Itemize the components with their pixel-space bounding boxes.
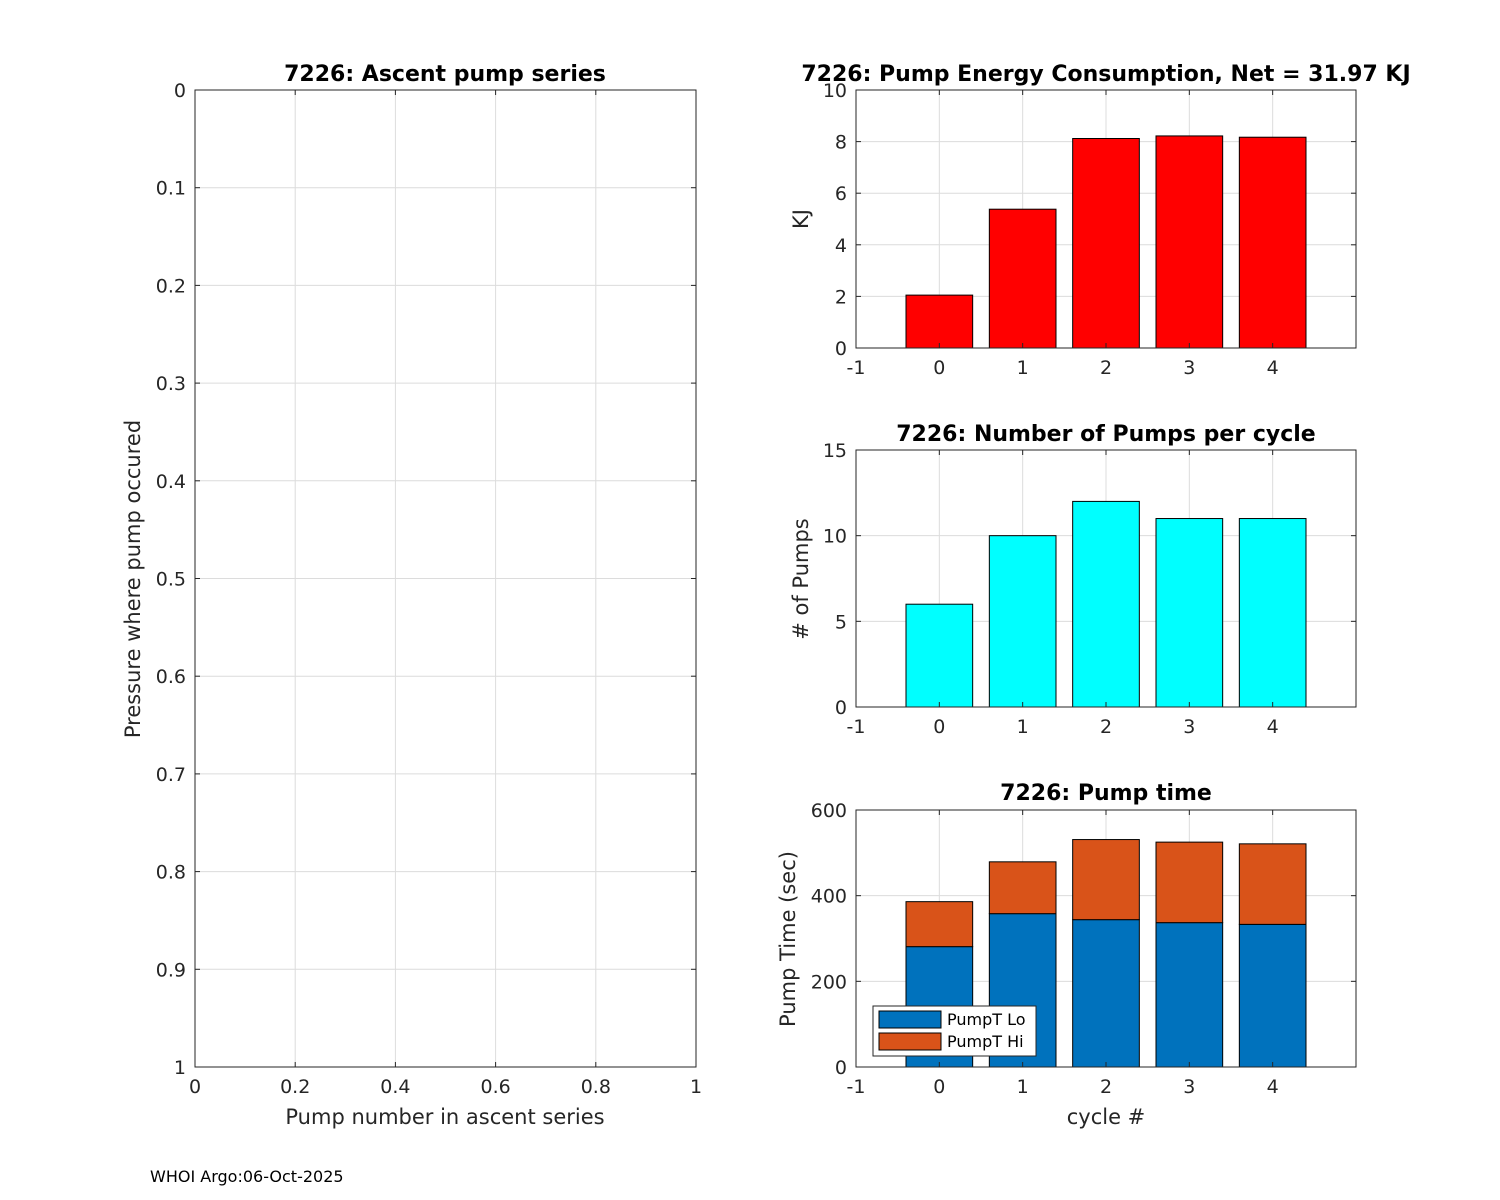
- bar-cycle-0: [906, 604, 973, 707]
- bar-cycle-2: [1073, 139, 1140, 348]
- y-tick-label: 4: [835, 235, 847, 257]
- y-tick-label: 0.4: [156, 471, 186, 493]
- x-tick-label: 3: [1183, 716, 1195, 738]
- bar-pumpt-hi-cycle-0: [906, 902, 973, 947]
- x-tick-label: 0: [933, 716, 945, 738]
- y-tick-label: 0.8: [156, 862, 186, 884]
- legend-label-lo: PumpT Lo: [947, 1010, 1026, 1029]
- pump-time-chart-xlabel: cycle #: [1067, 1105, 1146, 1129]
- bar-cycle-1: [989, 536, 1056, 707]
- bar-pumpt-lo-cycle-2: [1073, 920, 1140, 1067]
- x-tick-label: -1: [847, 1076, 866, 1098]
- figure: 0 0.2 0.4 0.6 0.8 100.10.20.30.40.50.60.70.80…: [0, 0, 1500, 1200]
- y-tick-label: 600: [811, 800, 847, 822]
- y-tick-label: 0: [835, 697, 847, 719]
- energy-chart-title: 7226: Pump Energy Consumption, Net = 31.…: [801, 62, 1410, 87]
- x-tick-label: 3: [1183, 1076, 1195, 1098]
- x-tick-label: 2: [1100, 716, 1112, 738]
- pump-time-legend: PumpT Lo PumpT Hi: [873, 1006, 1036, 1056]
- y-tick-label: 200: [811, 971, 847, 993]
- bar-pumpt-lo-cycle-4: [1239, 924, 1306, 1067]
- pump-time-chart-title: 7226: Pump time: [1000, 781, 1212, 806]
- y-tick-label: 0.1: [156, 178, 186, 200]
- y-tick-label: 6: [835, 183, 847, 205]
- pump-time-chart-ylabel: Pump Time (sec): [776, 851, 800, 1027]
- x-tick-label: -1: [847, 716, 866, 738]
- y-tick-label: 0.5: [156, 569, 186, 591]
- footer-stamp: WHOI Argo:06-Oct-2025: [150, 1167, 344, 1186]
- legend-swatch-hi: [879, 1033, 941, 1050]
- pump-count-chart-title: 7226: Number of Pumps per cycle: [896, 422, 1315, 447]
- x-tick-label: 1: [1017, 716, 1029, 738]
- x-tick-label: 0.8: [581, 1076, 611, 1098]
- bar-pumpt-hi-cycle-4: [1239, 844, 1306, 925]
- energy-chart-ylabel: KJ: [789, 209, 813, 229]
- x-tick-label: 0: [933, 1076, 945, 1098]
- plot-area-0: 0 0.2 0.4 0.6 0.8 100.10.20.30.40.50.60.70.80…: [156, 80, 702, 1098]
- x-tick-label: 2: [1100, 1076, 1112, 1098]
- y-tick-label: 0: [174, 80, 186, 102]
- x-tick-label: 0: [189, 1076, 201, 1098]
- bar-pumpt-hi-cycle-1: [989, 862, 1056, 914]
- y-tick-label: 0.3: [156, 373, 186, 395]
- y-tick-label: 5: [835, 611, 847, 633]
- x-tick-label: 0: [933, 357, 945, 379]
- y-tick-label: 0.9: [156, 959, 186, 981]
- y-tick-label: 15: [823, 440, 847, 462]
- bar-cycle-4: [1239, 137, 1306, 348]
- y-tick-label: 0.7: [156, 764, 186, 786]
- bar-cycle-2: [1073, 501, 1140, 707]
- bar-cycle-3: [1156, 136, 1223, 348]
- x-tick-label: 1: [1017, 357, 1029, 379]
- x-tick-label: 3: [1183, 357, 1195, 379]
- ascent-plot-xlabel: Pump number in ascent series: [285, 1105, 604, 1129]
- bar-cycle-1: [989, 209, 1056, 348]
- bar-pumpt-hi-cycle-3: [1156, 842, 1223, 923]
- y-tick-label: 400: [811, 886, 847, 908]
- y-tick-label: 2: [835, 286, 847, 308]
- legend-swatch-lo: [879, 1011, 941, 1028]
- y-tick-label: 0: [835, 1057, 847, 1079]
- x-tick-label: 0.2: [280, 1076, 310, 1098]
- y-tick-label: 10: [823, 526, 847, 548]
- y-tick-label: 0.2: [156, 275, 186, 297]
- x-tick-label: 0.6: [480, 1076, 510, 1098]
- x-tick-label: 1: [690, 1076, 702, 1098]
- ascent-plot-title: 7226: Ascent pump series: [284, 62, 606, 87]
- pump-count-chart-ylabel: # of Pumps: [789, 518, 813, 640]
- y-tick-label: 0.6: [156, 666, 186, 688]
- x-tick-label: -1: [847, 357, 866, 379]
- bar-cycle-4: [1239, 519, 1306, 707]
- x-tick-label: 1: [1017, 1076, 1029, 1098]
- y-tick-label: 1: [174, 1057, 186, 1079]
- y-tick-label: 0: [835, 338, 847, 360]
- bar-pumpt-lo-cycle-3: [1156, 923, 1223, 1067]
- x-tick-label: 2: [1100, 357, 1112, 379]
- x-tick-label: 4: [1267, 357, 1279, 379]
- bar-pumpt-hi-cycle-2: [1073, 840, 1140, 920]
- x-tick-label: 4: [1267, 1076, 1279, 1098]
- bar-cycle-0: [906, 295, 973, 348]
- ascent-plot-ylabel: Pressure where pump occured: [121, 420, 145, 738]
- legend-label-hi: PumpT Hi: [947, 1032, 1024, 1051]
- x-tick-label: 0.4: [380, 1076, 410, 1098]
- ascent-pump-series-plot: 0 0.2 0.4 0.6 0.8 100.10.20.30.40.50.60.70.80…: [121, 62, 702, 1129]
- x-tick-label: 4: [1267, 716, 1279, 738]
- bar-cycle-3: [1156, 519, 1223, 707]
- y-tick-label: 8: [835, 132, 847, 154]
